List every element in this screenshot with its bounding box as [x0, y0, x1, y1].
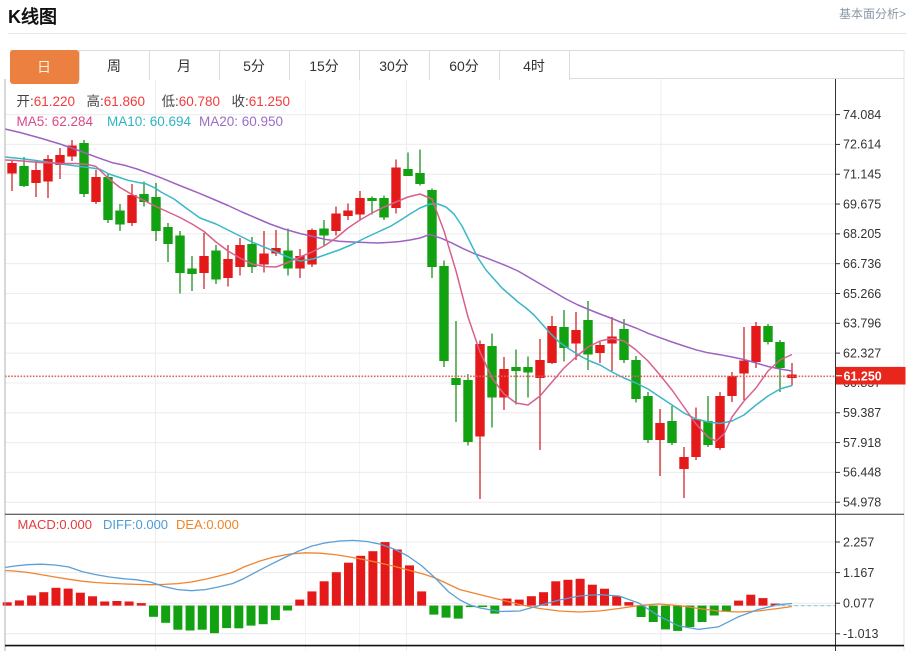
svg-text:65.266: 65.266: [843, 287, 881, 301]
svg-text:63.796: 63.796: [843, 317, 881, 331]
svg-text:-1.013: -1.013: [843, 627, 878, 641]
svg-text:71.145: 71.145: [843, 168, 881, 182]
svg-text:69.675: 69.675: [843, 197, 881, 211]
svg-text:74.084: 74.084: [843, 108, 881, 122]
svg-text:68.205: 68.205: [843, 227, 881, 241]
svg-text:72.614: 72.614: [843, 138, 881, 152]
svg-text:66.736: 66.736: [843, 257, 881, 271]
svg-text:62.327: 62.327: [843, 346, 881, 360]
svg-text:54.978: 54.978: [843, 496, 881, 510]
svg-text:59.387: 59.387: [843, 406, 881, 420]
svg-text:2.257: 2.257: [843, 535, 874, 549]
svg-text:0.077: 0.077: [843, 597, 874, 611]
svg-text:57.918: 57.918: [843, 436, 881, 450]
svg-text:1.167: 1.167: [843, 566, 874, 580]
svg-text:56.448: 56.448: [843, 466, 881, 480]
svg-text:61.250: 61.250: [844, 369, 882, 383]
